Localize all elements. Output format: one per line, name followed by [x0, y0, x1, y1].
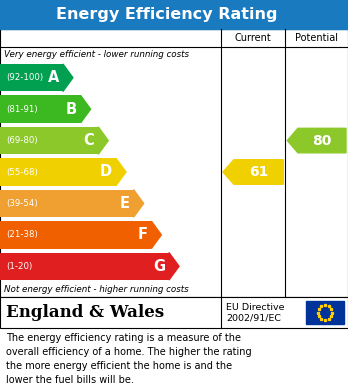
Text: the more energy efficient the home is and the: the more energy efficient the home is an…	[6, 361, 232, 371]
Text: (39-54): (39-54)	[6, 199, 38, 208]
Text: (21-38): (21-38)	[6, 230, 38, 239]
Text: lower the fuel bills will be.: lower the fuel bills will be.	[6, 375, 134, 385]
Text: (69-80): (69-80)	[6, 136, 38, 145]
Text: 2002/91/EC: 2002/91/EC	[226, 314, 281, 323]
Polygon shape	[223, 160, 283, 184]
Polygon shape	[116, 158, 126, 186]
Bar	[0, 64, 63, 91]
Bar	[0, 95, 81, 123]
Text: England & Wales: England & Wales	[6, 304, 164, 321]
Text: G: G	[153, 259, 165, 274]
Bar	[0, 29, 348, 297]
Text: Not energy efficient - higher running costs: Not energy efficient - higher running co…	[4, 285, 189, 294]
Polygon shape	[169, 253, 179, 280]
Text: Potential: Potential	[295, 33, 338, 43]
Bar	[0, 297, 348, 328]
Polygon shape	[151, 221, 161, 249]
Text: F: F	[137, 227, 147, 242]
Bar	[0, 221, 151, 249]
Bar	[306, 301, 344, 324]
Text: (55-68): (55-68)	[6, 167, 38, 176]
Polygon shape	[287, 128, 346, 153]
Bar	[0, 158, 116, 186]
Text: E: E	[120, 196, 130, 211]
Text: 80: 80	[312, 134, 332, 147]
Text: overall efficiency of a home. The higher the rating: overall efficiency of a home. The higher…	[6, 347, 252, 357]
Text: EU Directive: EU Directive	[226, 303, 284, 312]
Text: Energy Efficiency Rating: Energy Efficiency Rating	[56, 7, 278, 22]
Polygon shape	[81, 95, 90, 123]
Text: (92-100): (92-100)	[6, 73, 43, 82]
Bar	[0, 253, 169, 280]
Text: B: B	[65, 102, 77, 117]
Polygon shape	[63, 64, 73, 91]
Polygon shape	[98, 127, 108, 154]
Text: 61: 61	[249, 165, 268, 179]
Text: A: A	[48, 70, 59, 85]
Text: The energy efficiency rating is a measure of the: The energy efficiency rating is a measur…	[6, 333, 241, 343]
Bar	[0, 127, 98, 154]
Bar	[0, 0, 348, 29]
Text: Current: Current	[235, 33, 271, 43]
Text: D: D	[100, 165, 112, 179]
Text: (1-20): (1-20)	[6, 262, 32, 271]
Text: Very energy efficient - lower running costs: Very energy efficient - lower running co…	[4, 50, 189, 59]
Text: C: C	[84, 133, 94, 148]
Bar	[0, 190, 134, 217]
Polygon shape	[134, 190, 144, 217]
Text: (81-91): (81-91)	[6, 105, 38, 114]
